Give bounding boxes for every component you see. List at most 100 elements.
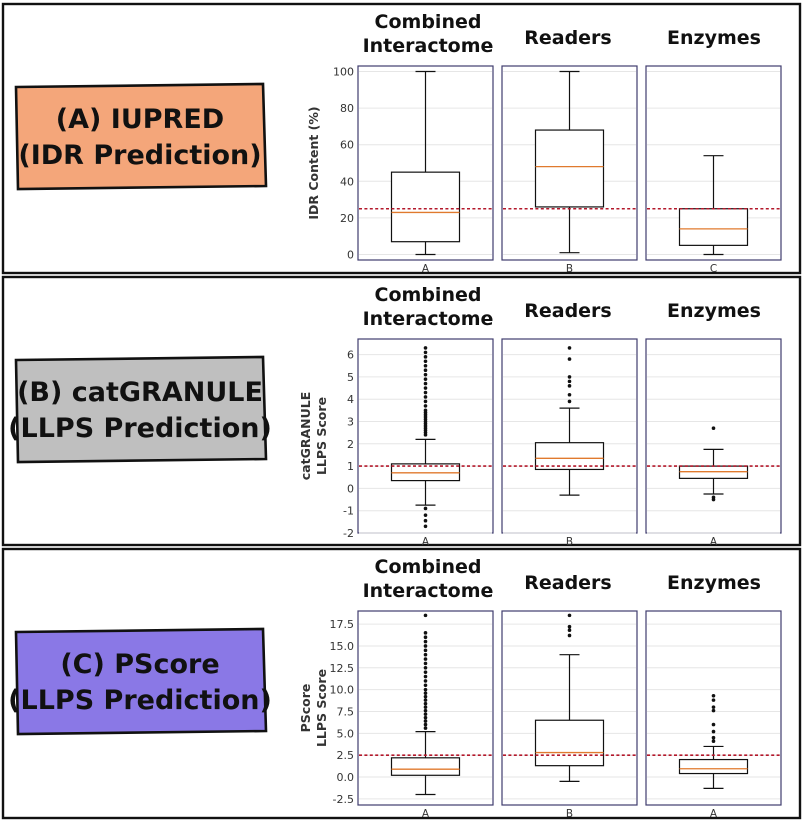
- y-tick-label: 80: [340, 102, 354, 115]
- y-tick-label: 100: [333, 65, 354, 78]
- outlier-point: [423, 687, 428, 692]
- panel-title: Interactome: [363, 580, 494, 602]
- outlier-point: [423, 701, 428, 706]
- row-badge: (B) catGRANULE (LLPS Prediction): [8, 355, 272, 464]
- y-axis-label: LLPS Score: [314, 669, 329, 747]
- panel: A: [357, 610, 494, 820]
- y-axis-label: PScore: [298, 684, 313, 733]
- box: [390, 171, 461, 243]
- outlier-point: [423, 386, 428, 390]
- outlier-point: [423, 381, 428, 386]
- panel-title: Interactome: [363, 35, 494, 57]
- outlier-point: [423, 691, 428, 695]
- outlier-point: [423, 652, 428, 657]
- box: [534, 442, 605, 471]
- category-label: A: [422, 263, 430, 275]
- y-tick-label: -2: [343, 527, 354, 540]
- outlier-point: [423, 631, 428, 635]
- row-badge: (A) IUPRED (IDR Prediction): [14, 82, 268, 191]
- outlier-point: [423, 679, 428, 683]
- category-label: B: [566, 536, 573, 548]
- y-tick-label: -2.5: [333, 793, 354, 806]
- outlier-point: [567, 624, 572, 629]
- outlier-point: [567, 613, 572, 618]
- panel: B: [501, 610, 638, 820]
- outlier-point: [423, 399, 428, 404]
- y-tick-label: 40: [340, 175, 354, 188]
- badge-background: [14, 627, 268, 736]
- y-tick-label: 0: [347, 249, 354, 262]
- outlier-point: [423, 433, 428, 437]
- badge-title-line2: (LLPS Prediction): [8, 413, 272, 444]
- box: [534, 129, 605, 208]
- panel: C: [645, 65, 782, 275]
- outlier-point: [423, 639, 428, 644]
- outlier-point: [711, 729, 716, 734]
- badge-title-line1: (C) PScore: [60, 649, 219, 680]
- outlier-point: [711, 705, 716, 709]
- y-axis-label: IDR Content (%): [306, 106, 321, 219]
- outlier-point: [423, 670, 428, 674]
- outlier-point: [423, 368, 428, 373]
- row-2: (C) PScore (LLPS Prediction) CombinedInter…: [1, 547, 802, 820]
- outlier-point: [423, 694, 428, 699]
- outlier-point: [423, 377, 428, 381]
- y-tick-label: 6: [347, 349, 354, 362]
- outlier-point: [423, 683, 428, 688]
- outlier-point: [423, 513, 428, 517]
- outlier-point: [567, 628, 572, 633]
- outlier-point: [567, 392, 572, 397]
- outlier-point: [423, 635, 428, 640]
- y-tick-label: 12.5: [330, 662, 355, 675]
- outlier-point: [423, 506, 428, 511]
- y-tick-label: 10.0: [330, 684, 355, 697]
- panel: A: [357, 65, 494, 275]
- outlier-point: [423, 350, 428, 355]
- box: [678, 208, 749, 246]
- panel-title: Readers: [524, 300, 612, 322]
- y-tick-label: 15.0: [330, 640, 355, 653]
- panel-title: Combined: [375, 556, 482, 578]
- panel-title: Enzymes: [667, 572, 761, 594]
- y-tick-label: 5.0: [337, 727, 355, 740]
- outlier-point: [423, 661, 428, 666]
- category-label: A: [422, 808, 430, 820]
- outlier-point: [567, 357, 572, 361]
- outlier-point: [567, 346, 572, 350]
- outlier-point: [423, 346, 428, 350]
- y-tick-label: 2.5: [337, 749, 355, 762]
- panel-title: Combined: [375, 11, 482, 33]
- outlier-point: [423, 644, 428, 648]
- outlier-point: [423, 390, 428, 395]
- y-tick-label: 20: [340, 212, 354, 225]
- outlier-point: [423, 708, 428, 713]
- y-tick-label: 7.5: [337, 705, 355, 718]
- outlier-point: [423, 648, 428, 653]
- outlier-point: [423, 719, 428, 723]
- panel-title: Enzymes: [667, 27, 761, 49]
- outlier-point: [423, 666, 428, 670]
- badge-title-line2: (IDR Prediction): [18, 140, 261, 171]
- panel: A: [645, 338, 782, 548]
- panel-title: Interactome: [363, 308, 494, 330]
- y-tick-label: 4: [347, 393, 354, 406]
- y-tick-label: 0.0: [337, 771, 355, 784]
- outlier-point: [711, 708, 716, 713]
- outlier-point: [423, 726, 428, 730]
- outlier-point: [711, 739, 716, 744]
- outlier-point: [567, 375, 572, 379]
- y-axis-label: LLPS Score: [314, 397, 329, 475]
- box: [534, 719, 605, 767]
- panel-title: Combined: [375, 284, 482, 306]
- y-tick-label: -1: [343, 505, 354, 518]
- y-axis-label: catGRANULE: [298, 392, 313, 481]
- row-badge: (C) PScore (LLPS Prediction): [8, 627, 272, 736]
- outlier-point: [423, 657, 428, 661]
- outlier-point: [423, 359, 428, 364]
- y-tick-label: 60: [340, 139, 354, 152]
- category-label: C: [710, 263, 717, 275]
- outlier-point: [423, 395, 428, 399]
- panel: A: [645, 610, 782, 820]
- box: [390, 757, 461, 776]
